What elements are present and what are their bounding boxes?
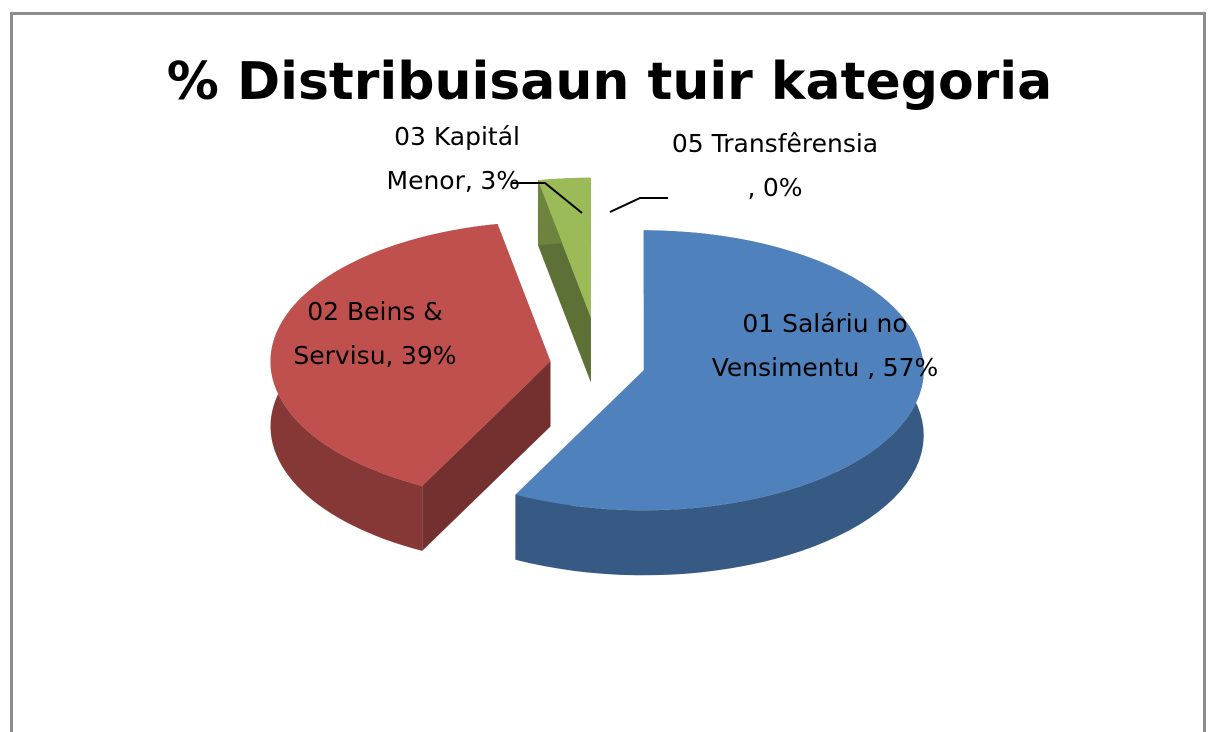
leader-line	[512, 182, 583, 214]
slice-side	[422, 361, 551, 551]
pie-slice	[537, 177, 591, 383]
data-label: 05 Transfêrensia , 0%	[660, 122, 890, 210]
label-name: 05 Transfêrensia ,	[671, 129, 879, 202]
leader-line	[609, 197, 668, 213]
chart-title: % Distribuisaun tuir kategoria	[166, 52, 1053, 112]
slice-top	[270, 223, 551, 486]
label-name: 02 Beins & Servisu,	[293, 297, 443, 370]
data-label: 03 Kapitál Menor, 3%	[320, 115, 521, 203]
label-name: 03 Kapitál Menor,	[386, 122, 521, 195]
pie-slice	[515, 230, 924, 576]
chart-frame	[10, 12, 1206, 732]
label-value: 39%	[401, 341, 457, 370]
data-label: 01 Saláriu no Vensimentu , 57%	[705, 302, 945, 390]
label-value: 3%	[480, 166, 520, 195]
slice-top	[537, 177, 591, 318]
label-value: 57%	[882, 353, 939, 382]
label-value: 0%	[762, 173, 803, 202]
data-label: 02 Beins & Servisu, 39%	[270, 290, 480, 378]
label-name: 01 Saláriu no Vensimentu ,	[711, 309, 908, 382]
slice-top	[515, 230, 924, 511]
pie-slice	[270, 223, 551, 551]
